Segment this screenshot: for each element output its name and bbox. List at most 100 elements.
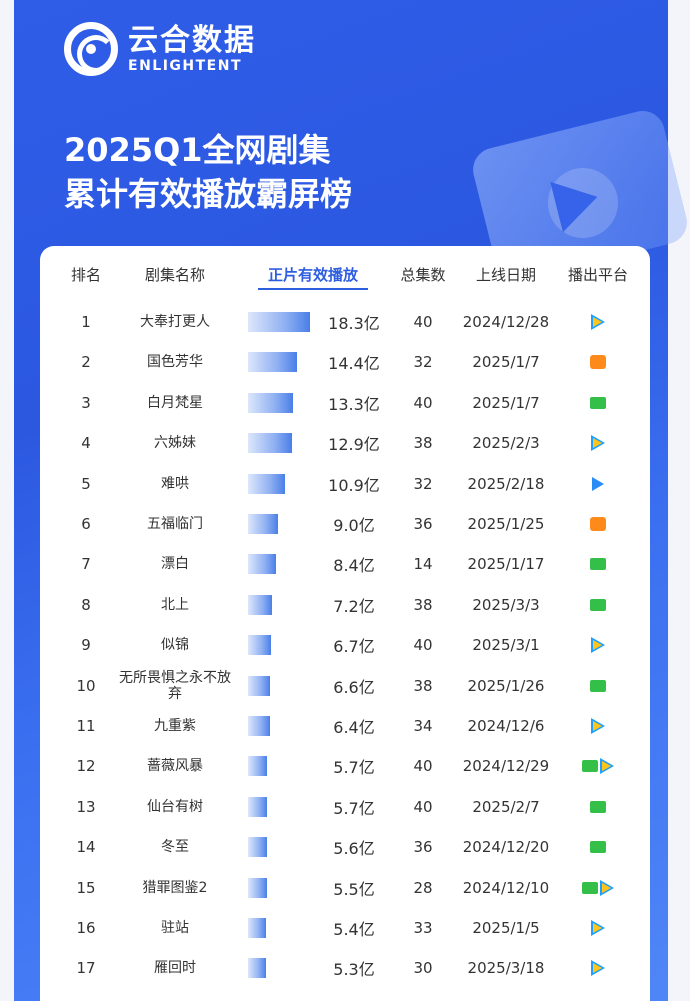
release-date-cell: 2024/12/6 xyxy=(467,717,545,735)
platform-icons xyxy=(590,920,606,936)
table-row[interactable]: 6 五福临门 9.0亿 36 2025/1/25 xyxy=(40,504,650,544)
release-date-cell: 2024/12/10 xyxy=(462,878,550,897)
release-date-cell: 2025/1/17 xyxy=(467,555,545,574)
table-row[interactable]: 16 驻站 5.4亿 33 2025/1/5 xyxy=(40,908,650,948)
plays-bar-cell xyxy=(248,666,328,706)
youku-icon xyxy=(592,476,604,491)
table-row[interactable]: 8 北上 7.2亿 38 2025/3/3 xyxy=(40,585,650,625)
plays-bar xyxy=(248,716,270,736)
platform-icons xyxy=(590,314,606,330)
show-name-cell: 国色芳华 xyxy=(147,354,203,371)
show-name-cell: 五福临门 xyxy=(147,516,203,532)
rank-cell: 9 xyxy=(81,636,91,655)
plays-bar xyxy=(248,352,297,373)
show-name-cell: 猎罪图鉴2 xyxy=(142,879,208,896)
platform-cell xyxy=(568,383,628,423)
table-row[interactable]: 9 似锦 6.7亿 40 2025/3/1 xyxy=(40,625,650,665)
plays-bar-cell xyxy=(248,948,328,988)
table-row[interactable]: 7 漂白 8.4亿 14 2025/1/17 xyxy=(40,544,650,584)
platform-icons xyxy=(590,637,606,654)
table-row[interactable]: 3 白月梵星 13.3亿 40 2025/1/7 xyxy=(40,383,650,423)
show-name-cell: 九重紫 xyxy=(154,718,196,734)
platform-icons xyxy=(590,517,606,531)
header-name: 剧集名称 xyxy=(144,266,205,284)
table-row[interactable]: 2 国色芳华 14.4亿 32 2025/1/7 xyxy=(40,342,650,382)
platform-icons xyxy=(590,718,606,734)
plays-value-cell: 12.9亿 xyxy=(328,435,380,455)
iqiyi-icon xyxy=(590,558,606,571)
plays-bar-cell xyxy=(248,625,328,665)
tencent-icon xyxy=(599,758,615,775)
iqiyi-icon xyxy=(590,841,606,854)
episodes-cell: 40 xyxy=(413,393,433,412)
plays-bar-cell xyxy=(248,787,328,827)
episodes-cell: 38 xyxy=(413,595,433,614)
header-rank: 排名 xyxy=(70,266,101,284)
logo-text: 云合数据 ENLIGHTENT xyxy=(128,24,256,75)
plays-value-cell: 7.2亿 xyxy=(333,596,375,616)
plays-value-cell: 6.7亿 xyxy=(333,637,375,657)
platform-icons xyxy=(590,396,606,409)
plays-value-cell: 5.7亿 xyxy=(333,798,375,818)
plays-bar xyxy=(248,675,271,696)
platform-cell xyxy=(568,504,628,544)
platform-cell xyxy=(568,302,628,342)
table-row[interactable]: 14 冬至 5.6亿 36 2024/12/20 xyxy=(40,827,650,867)
plays-bar-cell xyxy=(248,504,328,544)
episodes-cell: 36 xyxy=(413,838,433,857)
platform-cell xyxy=(568,908,628,948)
episodes-cell: 40 xyxy=(413,757,433,776)
table-row[interactable]: 11 九重紫 6.4亿 34 2024/12/6 xyxy=(40,706,650,746)
plays-bar-cell xyxy=(248,423,328,463)
plays-bar-cell xyxy=(248,746,328,786)
table-row[interactable]: 5 难哄 10.9亿 32 2025/2/18 xyxy=(40,464,650,504)
release-date-cell: 2025/2/3 xyxy=(472,434,540,453)
plays-bar xyxy=(248,756,268,777)
rank-cell: 4 xyxy=(81,434,91,453)
rank-cell: 15 xyxy=(76,878,96,897)
table-row[interactable]: 4 六姊妹 12.9亿 38 2025/2/3 xyxy=(40,423,650,463)
title-line-1: 2025Q1全网剧集 xyxy=(64,131,331,169)
plays-bar xyxy=(248,918,267,938)
platform-cell xyxy=(568,666,628,706)
table-row[interactable]: 10 无所畏惧之永不放弃 6.6亿 38 2025/1/26 xyxy=(40,666,650,706)
show-name-cell: 仙台有树 xyxy=(147,798,203,815)
episodes-cell: 33 xyxy=(413,919,433,937)
page-title: 2025Q1全网剧集 累计有效播放霸屏榜 xyxy=(64,128,352,216)
platform-cell xyxy=(568,423,628,463)
plays-value-cell: 5.7亿 xyxy=(333,758,375,778)
plays-value-cell: 14.4亿 xyxy=(328,354,380,374)
rank-cell: 2 xyxy=(81,353,91,372)
show-name-cell: 驻站 xyxy=(161,920,189,936)
platform-icons xyxy=(590,679,606,692)
rank-cell: 5 xyxy=(81,474,91,493)
iqiyi-icon xyxy=(581,881,598,894)
release-date-cell: 2024/12/28 xyxy=(462,313,550,331)
release-date-cell: 2025/1/25 xyxy=(467,515,545,533)
show-name-cell: 雁回时 xyxy=(154,960,196,977)
episodes-cell: 38 xyxy=(413,676,433,695)
rank-cell: 10 xyxy=(76,676,96,695)
table-row[interactable]: 17 雁回时 5.3亿 30 2025/3/18 xyxy=(40,948,650,988)
plays-bar-cell xyxy=(248,706,328,746)
show-name-cell: 无所畏惧之永不放弃 xyxy=(119,669,231,702)
tencent-icon xyxy=(590,637,606,654)
release-date-cell: 2024/12/20 xyxy=(462,838,550,857)
show-name-cell: 似锦 xyxy=(161,637,189,654)
table-row[interactable]: 15 猎罪图鉴2 5.5亿 28 2024/12/10 xyxy=(40,868,650,908)
platform-icons xyxy=(590,598,606,611)
platform-icons xyxy=(581,758,615,775)
platform-icons xyxy=(590,435,606,452)
table-row[interactable]: 13 仙台有树 5.7亿 40 2025/2/7 xyxy=(40,787,650,827)
rank-cell: 11 xyxy=(76,717,96,735)
plays-value-cell: 5.3亿 xyxy=(333,960,375,980)
plays-value-cell: 6.4亿 xyxy=(333,718,375,737)
platform-cell xyxy=(568,827,628,867)
platform-cell xyxy=(568,464,628,504)
plays-bar xyxy=(248,877,267,898)
release-date-cell: 2025/3/18 xyxy=(467,959,545,978)
table-row[interactable]: 12 蔷薇风暴 5.7亿 40 2024/12/29 xyxy=(40,746,650,786)
table-row[interactable]: 1 大奉打更人 18.3亿 40 2024/12/28 xyxy=(40,302,650,342)
plays-bar-cell xyxy=(248,302,328,342)
plays-value-cell: 6.6亿 xyxy=(333,677,375,697)
